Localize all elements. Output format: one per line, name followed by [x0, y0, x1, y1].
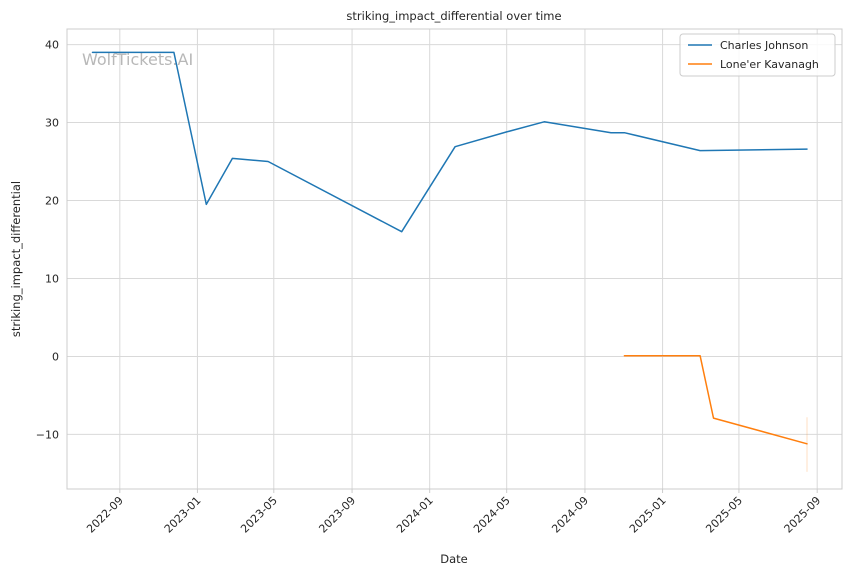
y-tick-label: 40: [45, 39, 59, 52]
series-line-lone-er-kavanagh: [623, 354, 808, 445]
x-tick-label: 2025-09: [782, 494, 824, 536]
y-tick-label: 30: [45, 117, 59, 130]
series-layer: [91, 51, 808, 472]
legend-label-loneer-kavanagh: Lone'er Kavanagh: [720, 58, 819, 71]
y-tick-label: 10: [45, 272, 59, 285]
series-line-charles-johnson: [91, 51, 808, 233]
x-tick-label: 2024-01: [394, 494, 436, 536]
plot-frame: [66, 28, 843, 490]
x-tick-label: 2024-09: [549, 494, 591, 536]
y-axis-title: striking_impact_differential: [9, 181, 23, 337]
y-tick-label: 0: [52, 350, 59, 363]
legend-label-charles-johnson: Charles Johnson: [720, 39, 808, 52]
x-axis-ticks: 2022-09 2023-01 2023-05 2023-09 2024-01 2024-…: [84, 489, 823, 536]
y-tick-label: 20: [45, 195, 59, 208]
chart-title: striking_impact_differential over time: [346, 9, 561, 23]
x-tick-label: 2025-05: [703, 494, 745, 536]
legend: Charles Johnson Lone'er Kavanagh: [679, 33, 836, 77]
gridlines: [67, 29, 842, 489]
legend-box: [679, 33, 836, 77]
y-axis-ticks: −10 0 10 20 30 40: [36, 39, 59, 442]
x-tick-label: 2023-09: [316, 494, 358, 536]
x-tick-label: 2025-01: [627, 494, 669, 536]
x-tick-label: 2024-05: [471, 494, 513, 536]
watermark-layer: WolfTickets.AI: [82, 50, 193, 69]
x-tick-label: 2022-09: [84, 494, 126, 536]
x-tick-label: 2023-05: [238, 494, 280, 536]
x-axis-title: Date: [440, 552, 468, 566]
series-charles-johnson: [91, 51, 808, 233]
series-lone-er-kavanagh: [623, 354, 808, 445]
x-tick-label: 2023-01: [162, 494, 204, 536]
watermark-text: WolfTickets.AI: [82, 50, 193, 69]
y-tick-label: −10: [36, 428, 59, 441]
